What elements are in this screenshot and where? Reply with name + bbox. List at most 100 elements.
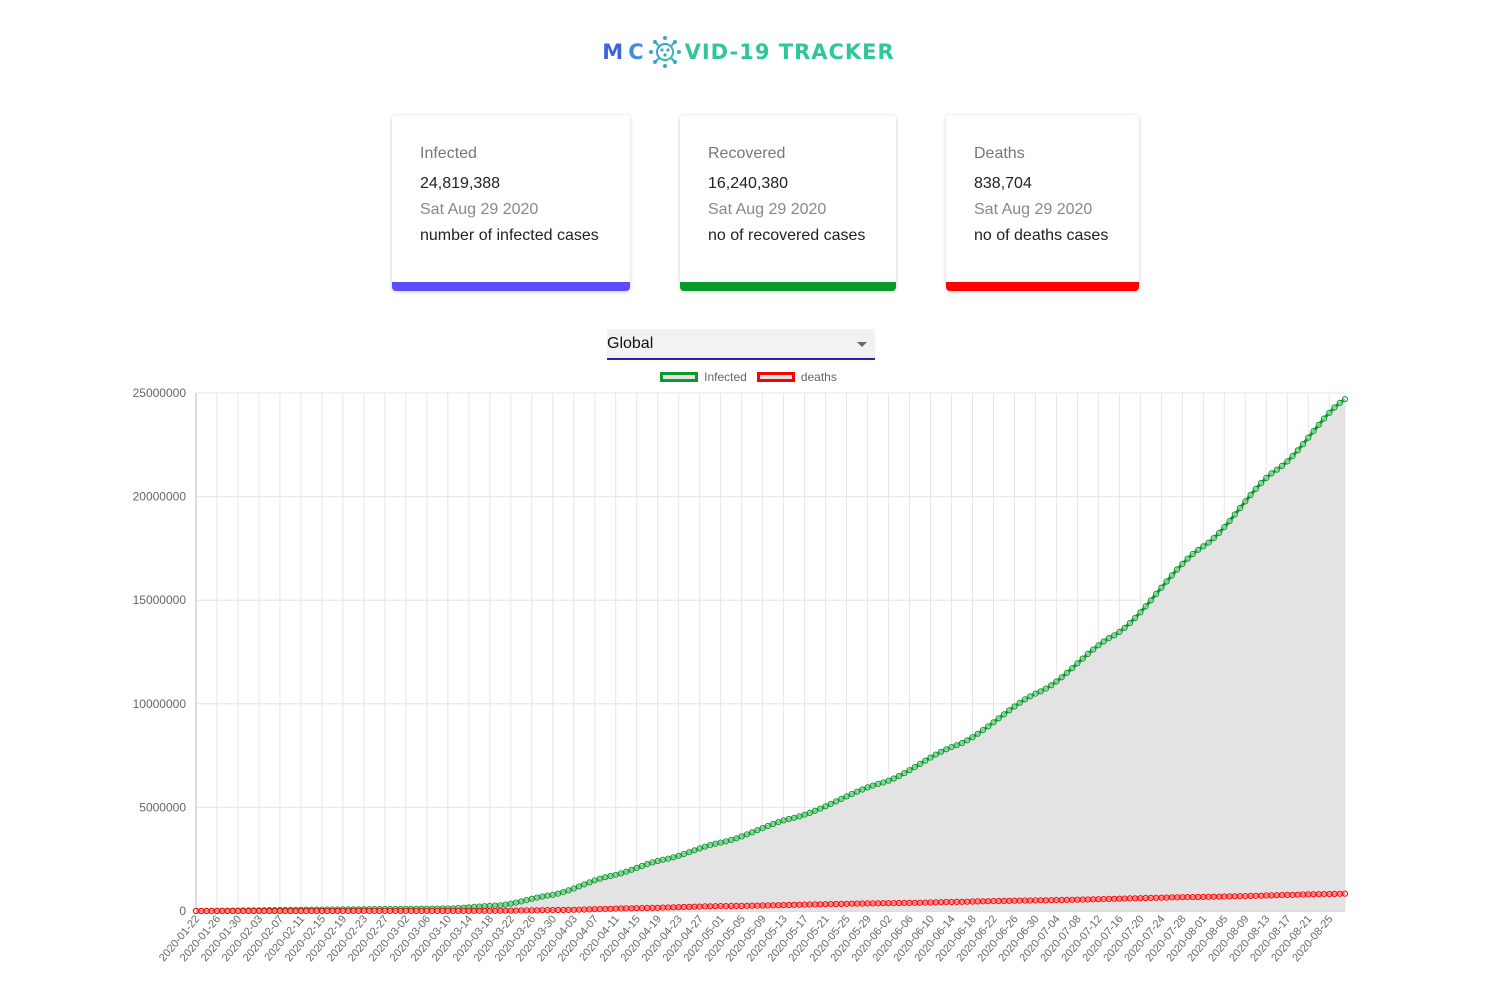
data-point-deaths <box>549 907 556 914</box>
data-point-infected <box>932 751 939 758</box>
data-point-deaths <box>1221 893 1228 900</box>
data-point-infected <box>785 815 793 823</box>
data-point-infected <box>1021 696 1029 703</box>
data-point-deaths <box>1278 892 1286 899</box>
legend-swatch-infected <box>660 372 699 382</box>
logo-text-c: C <box>628 40 645 64</box>
data-point-deaths <box>1095 896 1102 903</box>
data-point-infected <box>822 803 829 810</box>
data-point-deaths <box>423 907 430 915</box>
data-point-deaths <box>276 907 283 915</box>
legend-item-infected[interactable]: Infected <box>660 370 747 384</box>
data-point-deaths <box>827 901 834 908</box>
data-point-deaths <box>224 907 231 915</box>
data-point-deaths <box>413 907 420 915</box>
infected-card: Infected 24,819,388 Sat Aug 29 2020 numb… <box>392 115 630 291</box>
data-point-deaths <box>397 907 404 915</box>
data-point-deaths <box>948 898 955 906</box>
data-point-deaths <box>1016 897 1023 904</box>
data-point-deaths <box>208 907 215 915</box>
data-point-infected <box>512 899 520 906</box>
data-point-infected <box>523 897 530 904</box>
data-point-deaths <box>854 900 861 907</box>
card-date: Sat Aug 29 2020 <box>974 201 1093 218</box>
data-point-deaths <box>261 907 268 915</box>
data-point-deaths <box>533 907 541 914</box>
data-point-deaths <box>544 907 551 914</box>
data-point-deaths <box>911 899 918 906</box>
data-point-infected <box>937 748 945 755</box>
data-point-infected <box>649 859 656 866</box>
data-point-deaths <box>1027 897 1034 904</box>
data-point-infected <box>1320 415 1328 422</box>
card-color-bar <box>392 282 630 291</box>
virus-icon <box>648 36 681 68</box>
data-point-deaths <box>1100 896 1107 903</box>
y-tick-label: 0 <box>179 904 186 918</box>
data-point-infected <box>644 861 651 868</box>
data-point-deaths <box>581 906 588 913</box>
data-point-deaths <box>701 903 709 910</box>
data-point-infected <box>1278 462 1286 470</box>
data-point-infected <box>1258 480 1265 487</box>
data-point-deaths <box>523 907 530 914</box>
data-point-deaths <box>1210 893 1217 900</box>
data-point-infected <box>738 833 745 840</box>
data-point-deaths <box>1294 891 1301 898</box>
data-point-deaths <box>1121 895 1128 902</box>
data-point-deaths <box>570 906 577 913</box>
data-point-deaths <box>402 907 409 915</box>
data-point-infected <box>880 779 887 786</box>
data-point-infected <box>1079 655 1086 662</box>
data-point-deaths <box>282 907 289 915</box>
data-point-infected <box>895 772 903 780</box>
data-point-deaths <box>418 907 425 915</box>
data-point-deaths <box>764 902 772 909</box>
country-select[interactable]: Global <box>607 329 875 360</box>
data-point-infected <box>1095 642 1102 649</box>
data-point-infected <box>528 895 535 902</box>
data-point-infected <box>544 892 551 899</box>
data-point-infected <box>1263 474 1270 482</box>
data-point-deaths <box>539 907 546 914</box>
data-point-deaths <box>638 905 646 912</box>
data-point-deaths <box>465 907 472 915</box>
data-point-deaths <box>1247 892 1254 900</box>
data-point-infected <box>1289 453 1296 460</box>
data-point-deaths <box>1258 892 1265 899</box>
data-point-deaths <box>324 907 331 915</box>
data-point-infected <box>859 786 866 793</box>
data-point-infected <box>691 847 698 854</box>
data-point-deaths <box>565 906 572 914</box>
card-color-bar <box>946 282 1139 291</box>
data-point-infected <box>1310 428 1317 435</box>
data-point-infected <box>612 871 619 878</box>
data-point-infected <box>1153 590 1160 598</box>
data-point-deaths <box>738 902 745 910</box>
data-point-deaths <box>953 898 960 906</box>
data-point-deaths <box>890 900 897 907</box>
data-point-deaths <box>885 900 892 907</box>
data-point-deaths <box>554 906 562 914</box>
data-point-deaths <box>471 907 478 914</box>
data-point-infected <box>581 881 588 888</box>
chevron-down-icon[interactable] <box>857 342 867 347</box>
data-point-infected <box>1216 529 1223 536</box>
data-point-deaths <box>1315 891 1322 898</box>
data-point-deaths <box>812 901 819 908</box>
data-point-deaths <box>1053 897 1060 904</box>
data-point-deaths <box>633 905 640 912</box>
data-point-deaths <box>859 900 866 907</box>
data-point-infected <box>1294 447 1301 454</box>
data-point-infected <box>1305 434 1312 441</box>
data-point-deaths <box>848 900 855 907</box>
data-point-deaths <box>979 898 987 905</box>
data-point-infected <box>1037 688 1044 695</box>
data-point-infected <box>1048 682 1055 689</box>
legend-item-deaths[interactable]: deaths <box>756 370 837 384</box>
data-point-infected <box>696 845 703 852</box>
data-point-deaths <box>675 904 682 911</box>
data-point-infected <box>633 864 640 871</box>
data-point-infected <box>1027 693 1034 700</box>
data-point-infected <box>502 901 509 908</box>
